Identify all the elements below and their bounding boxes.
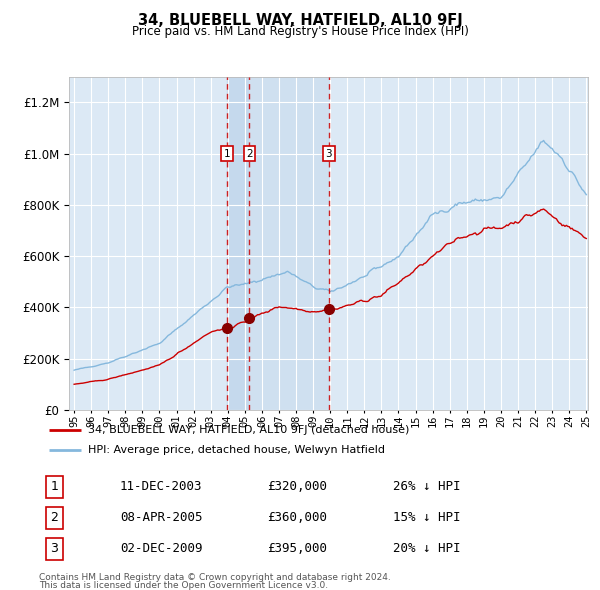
Text: £360,000: £360,000: [267, 511, 327, 525]
Bar: [250, 77, 329, 410]
Text: 15% ↓ HPI: 15% ↓ HPI: [393, 511, 461, 525]
Text: 1: 1: [50, 480, 58, 493]
Text: 2: 2: [246, 149, 253, 159]
Text: Contains HM Land Registry data © Crown copyright and database right 2024.: Contains HM Land Registry data © Crown c…: [39, 573, 391, 582]
Text: 1: 1: [224, 149, 230, 159]
Text: 3: 3: [326, 149, 332, 159]
Text: 11-DEC-2003: 11-DEC-2003: [120, 480, 203, 493]
Text: 2: 2: [50, 511, 58, 525]
Text: Price paid vs. HM Land Registry's House Price Index (HPI): Price paid vs. HM Land Registry's House …: [131, 25, 469, 38]
Text: HPI: Average price, detached house, Welwyn Hatfield: HPI: Average price, detached house, Welw…: [89, 445, 386, 455]
Text: £395,000: £395,000: [267, 542, 327, 555]
Text: This data is licensed under the Open Government Licence v3.0.: This data is licensed under the Open Gov…: [39, 581, 328, 589]
Text: 34, BLUEBELL WAY, HATFIELD, AL10 9FJ: 34, BLUEBELL WAY, HATFIELD, AL10 9FJ: [137, 13, 463, 28]
Text: 02-DEC-2009: 02-DEC-2009: [120, 542, 203, 555]
Text: 34, BLUEBELL WAY, HATFIELD, AL10 9FJ (detached house): 34, BLUEBELL WAY, HATFIELD, AL10 9FJ (de…: [89, 425, 410, 434]
Text: 3: 3: [50, 542, 58, 555]
Text: 26% ↓ HPI: 26% ↓ HPI: [393, 480, 461, 493]
Text: 20% ↓ HPI: 20% ↓ HPI: [393, 542, 461, 555]
Text: 08-APR-2005: 08-APR-2005: [120, 511, 203, 525]
Text: £320,000: £320,000: [267, 480, 327, 493]
Bar: [227, 77, 250, 410]
